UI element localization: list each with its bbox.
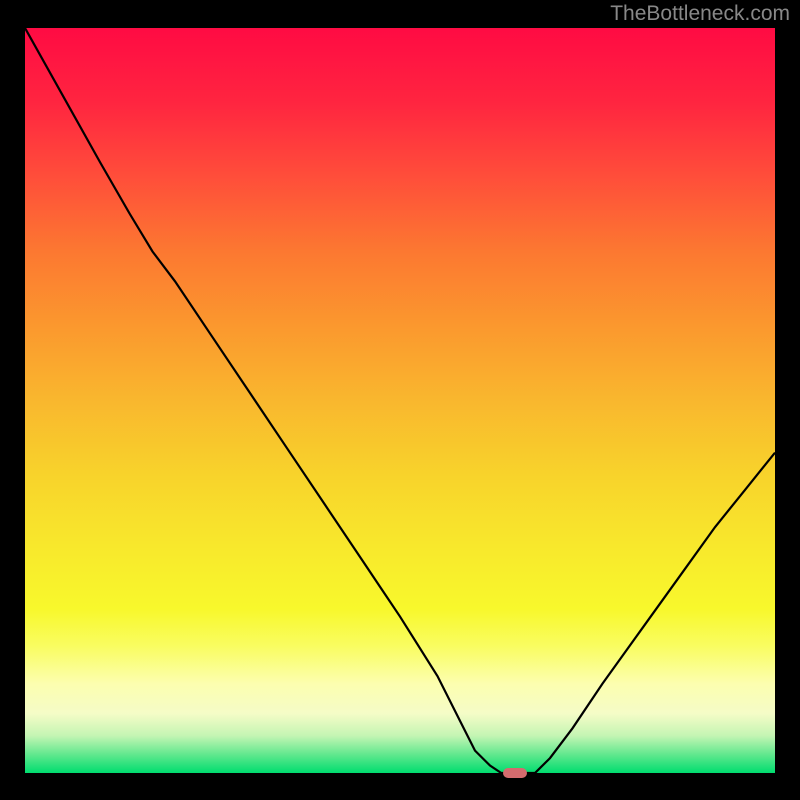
attribution-text: TheBottleneck.com [610,2,790,26]
chart-background [25,28,775,773]
chart-svg [25,28,775,773]
optimal-point-marker [503,768,527,778]
chart-plot-area [25,28,775,773]
